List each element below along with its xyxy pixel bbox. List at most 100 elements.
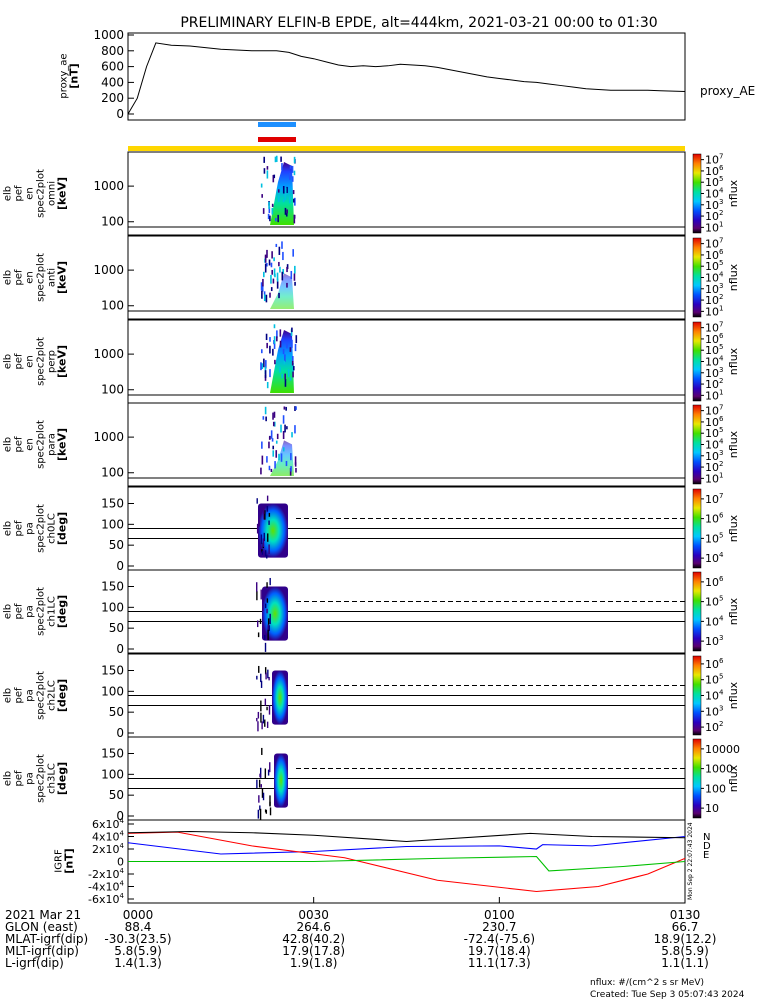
energy-panel-2-noise-7 — [265, 360, 267, 369]
energy-panel-3-noise-3 — [294, 456, 297, 465]
energy-panel-3-noise-2 — [275, 450, 278, 458]
energy-panel-1-noise-20 — [276, 278, 279, 282]
pa-panel-0-noise-18 — [256, 498, 258, 504]
energy-panel-2-y-label-line-4: perp — [47, 350, 58, 373]
pa-panel-2-y-label-line-0: elb — [3, 688, 14, 703]
energy-panel-2-noise-26 — [279, 367, 281, 373]
colorbar-pa-2-tick-label-3: 105 — [705, 673, 723, 687]
pa-panel-1-y-tick-label-0: 0 — [116, 642, 124, 656]
energy-panel-1-noise-43 — [279, 266, 281, 273]
ephemeris-row-0-value-0: 0000 — [123, 908, 154, 922]
energy-panel-0-noise-12 — [271, 203, 274, 207]
energy-panel-1-noise-16 — [263, 271, 265, 278]
colorbar-pa-1 — [692, 571, 702, 652]
colorbar-pa-1-tick-label-0: 103 — [705, 634, 723, 648]
energy-panel-2-noise-24 — [260, 349, 263, 354]
igrf-y-tick-label-3: 0 — [117, 856, 124, 869]
pitch-angle-spectrogram-panel-1: 0 50 100 150 elb pef pa spec2plot ch1LC[deg] 103 1… — [3, 569, 740, 656]
colorbar-pa-0-tick-label-3: 107 — [705, 492, 723, 506]
energy-panel-1-noise-27 — [294, 265, 296, 274]
pa-panel-2-flux-region — [272, 670, 288, 725]
energy-panel-3-y-label-line-3: spec2plot — [36, 420, 47, 469]
energy-panel-1-noise-32 — [266, 249, 268, 258]
energy-panel-1-noise-38 — [264, 263, 267, 273]
colorbar-energy-1-tick-exponent-5: 6 — [719, 248, 724, 256]
colorbar-energy-0-tick-exponent-3: 4 — [719, 187, 724, 195]
pa-panel-1-noise-3 — [264, 642, 267, 652]
pa-panel-0-noise-7 — [261, 549, 263, 553]
pa-panel-1-noise-19 — [264, 603, 267, 609]
pa-panel-2-noise-1 — [268, 676, 270, 681]
pa-panel-0-noise-0 — [268, 512, 271, 517]
colorbar-pa-1-tick-label-2: 105 — [705, 595, 723, 609]
energy-panel-0-noise-10 — [292, 190, 295, 195]
energy-panel-0-y-label-line-4: omni — [47, 181, 58, 206]
colorbar-pa-3-label: nflux — [727, 764, 740, 792]
pa-panel-3-y-tick-label-0: 0 — [116, 809, 124, 823]
pa-panel-0-noise-5 — [266, 495, 269, 502]
colorbar-pa-2-tick-label-2: 104 — [705, 689, 724, 703]
igrf-y-tick-label-1: -4x104 — [88, 880, 124, 894]
igrf-y-tick-exponent-5: 4 — [120, 830, 125, 838]
energy-panel-0-noise-16 — [277, 189, 280, 193]
energy-panel-0-noise-17 — [274, 156, 277, 163]
pa-panel-0-y-label-line-0: elb — [3, 521, 14, 536]
energy-panel-2-noise-43 — [269, 337, 271, 342]
ephemeris-row-3-value-3: 5.8(5.9) — [661, 944, 709, 958]
pa-panel-0-noise-19 — [262, 538, 265, 547]
energy-panel-1-noise-12 — [281, 271, 284, 281]
colorbar-pa-1-label: nflux — [727, 597, 740, 625]
pa-panel-3-noise-3 — [267, 769, 270, 776]
energy-panel-0-noise-27 — [282, 186, 285, 194]
pa-panel-1-noise-10 — [268, 625, 270, 632]
colorbar-energy-1-tick-exponent-0: 1 — [719, 304, 723, 312]
energy-panel-0-noise-37 — [291, 176, 294, 182]
energy-panel-2-noise-27 — [269, 345, 271, 354]
energy-panel-3-noise-43 — [295, 406, 297, 410]
energy-panel-3-noise-37 — [282, 415, 285, 424]
energy-panel-3-noise-33 — [272, 412, 274, 420]
ephemeris-row-3-value-2: 19.7(18.4) — [468, 944, 531, 958]
energy-panel-3-noise-5 — [291, 432, 293, 438]
energy-panel-3-y-label-line-0: elb — [3, 437, 14, 452]
pa-panel-3-noise-6 — [261, 747, 263, 755]
pa-panel-0-noise-2 — [260, 534, 263, 545]
energy-panel-2-noise-8 — [287, 369, 290, 378]
pa-panel-3-noise-15 — [256, 779, 258, 789]
energy-panel-1-noise-10 — [260, 282, 263, 291]
energy-panel-1-noise-14 — [262, 278, 264, 287]
pitch-angle-spectrogram-panel-2: 0 50 100 150 elb pef pa spec2plot ch2LC[deg] 102 1… — [3, 653, 740, 740]
energy-panel-1-noise-3 — [286, 264, 289, 270]
pa-panel-3-noise-10 — [257, 809, 260, 819]
energy-panel-2-noise-32 — [265, 333, 268, 341]
pa-panel-0-noise-10 — [267, 533, 269, 542]
igrf-legend-D: D — [703, 841, 711, 852]
energy-panel-frame-3 — [127, 402, 686, 487]
energy-panel-2-noise-28 — [282, 348, 285, 355]
energy-panel-3-y-label-line-4: para — [47, 433, 58, 456]
energy-panel-2-y-label-line-3: spec2plot — [36, 337, 47, 386]
energy-panel-0-noise-15 — [293, 214, 296, 224]
pa-panel-1-y-label-line-0: elb — [3, 604, 14, 619]
pa-panel-1-noise-12 — [266, 608, 268, 614]
energy-panel-0-noise-26 — [293, 198, 295, 203]
colorbar-pa-0-tick-exponent-2: 6 — [719, 512, 724, 520]
energy-panel-3-noise-42 — [274, 461, 276, 469]
igrf-side-text: Mon Sep 2 22:07:43 2024 — [687, 822, 694, 900]
colorbar-energy-0-tick-exponent-2: 3 — [719, 198, 723, 206]
proxy-ae-y-tick-label-1: 200 — [101, 91, 124, 105]
colorbar-energy-3-tick-exponent-5: 6 — [719, 415, 724, 423]
pa-panel-0-noise-6 — [263, 532, 265, 542]
pa-panel-2-noise-2 — [260, 712, 262, 723]
pa-panel-3-y-tick-label-3: 150 — [101, 747, 124, 761]
pa-panel-2-y-label-line-2: pa — [25, 689, 36, 701]
energy-panel-3-noise-8 — [273, 411, 276, 418]
igrf-line-N — [127, 835, 686, 855]
colorbar-energy-1-tick-label-4: 105 — [705, 259, 723, 273]
energy-panel-2-noise-19 — [279, 340, 282, 348]
energy-panel-0-noise-19 — [268, 206, 271, 214]
pa-panel-1-noise-17 — [259, 618, 262, 624]
energy-panel-3-noise-7 — [272, 445, 275, 450]
colorbar-energy-1-tick-exponent-2: 3 — [719, 282, 723, 290]
